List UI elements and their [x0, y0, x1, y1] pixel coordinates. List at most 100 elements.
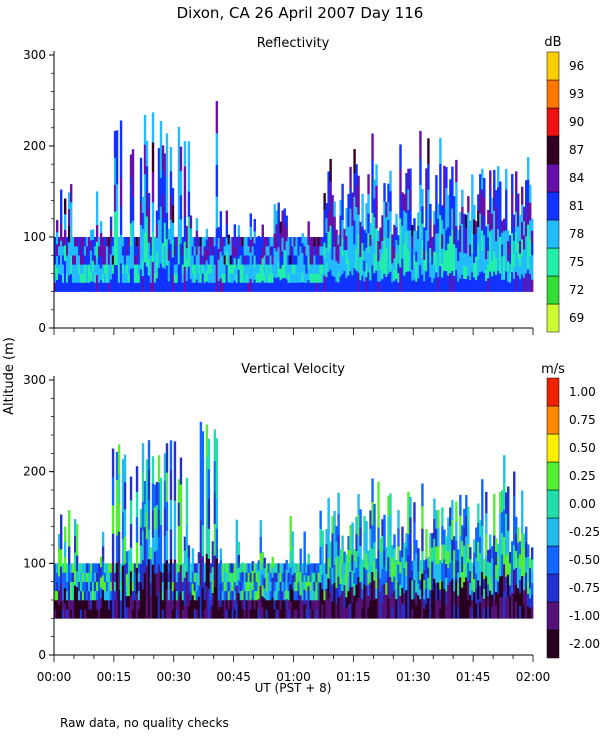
heatmap-cell: [93, 273, 97, 283]
heatmap-cell: [523, 220, 526, 236]
heatmap-cell: [157, 591, 161, 619]
heatmap-cell: [429, 561, 432, 577]
heatmap-cell: [483, 578, 486, 589]
heatmap-cell: [299, 548, 302, 561]
heatmap-cell: [497, 186, 500, 209]
heatmap-cell: [457, 606, 460, 619]
heatmap-cell: [483, 253, 486, 273]
heatmap-cell: [113, 264, 117, 292]
heatmap-cell: [405, 271, 408, 292]
heatmap-cell: [301, 581, 304, 592]
heatmap-cell: [103, 237, 107, 247]
heatmap-cell: [391, 282, 394, 292]
heatmap-cell: [419, 157, 422, 185]
colorbar-segment: [546, 601, 560, 631]
heatmap-cell: [449, 507, 452, 527]
heatmap-cell: [405, 575, 408, 591]
heatmap-cell: [345, 263, 348, 278]
heatmap-cell: [117, 237, 121, 247]
heatmap-cell: [371, 595, 374, 619]
heatmap-cell: [125, 607, 129, 619]
heatmap-cell: [331, 567, 334, 585]
heatmap-cell: [141, 260, 145, 277]
heatmap-cell: [463, 527, 466, 546]
heatmap-cell: [309, 255, 312, 265]
heatmap-cell: [477, 275, 480, 292]
heatmap-cell: [499, 199, 502, 219]
heatmap-cell: [95, 208, 99, 226]
heatmap-cell: [127, 607, 131, 619]
heatmap-cell: [155, 550, 159, 574]
heatmap-cell: [259, 601, 262, 619]
heatmap-cell: [257, 579, 260, 590]
heatmap-cell: [273, 262, 276, 278]
heatmap-cell: [513, 471, 516, 497]
heatmap-cell: [247, 572, 250, 582]
heatmap-cell: [531, 606, 534, 619]
heatmap-cell: [335, 602, 338, 619]
heatmap-cell: [507, 596, 510, 619]
heatmap-cell: [463, 508, 466, 528]
heatmap-cell: [465, 577, 468, 599]
heatmap-cell: [267, 590, 270, 601]
heatmap-cell: [221, 246, 225, 256]
heatmap-cell: [373, 522, 376, 543]
heatmap-cell: [491, 594, 494, 607]
heatmap-cell: [441, 562, 444, 582]
heatmap-cell: [233, 572, 237, 582]
heatmap-cell: [157, 482, 161, 510]
heatmap-cell: [299, 583, 302, 596]
heatmap-cell: [393, 280, 396, 292]
heatmap-cell: [461, 587, 464, 604]
heatmap-cell: [159, 177, 163, 207]
heatmap-cell: [95, 274, 99, 292]
heatmap-cell: [453, 577, 456, 592]
heatmap-cell: [179, 219, 183, 244]
heatmap-cell: [367, 607, 370, 619]
heatmap-cell: [421, 528, 424, 552]
heatmap-cell: [467, 506, 470, 526]
heatmap-cell: [447, 551, 450, 569]
heatmap-cell: [179, 170, 183, 196]
heatmap-cell: [361, 226, 364, 244]
heatmap-cell: [317, 255, 320, 265]
heatmap-cell: [135, 282, 139, 292]
heatmap-cell: [103, 581, 107, 592]
heatmap-cell: [505, 271, 508, 292]
heatmap-cell: [531, 594, 534, 607]
heatmap-cell: [341, 604, 344, 619]
heatmap-cell: [449, 254, 452, 274]
heatmap-cell: [327, 171, 330, 192]
heatmap-cell: [331, 516, 334, 534]
heatmap-cell: [161, 590, 165, 601]
heatmap-cell: [401, 275, 404, 292]
heatmap-cell: [375, 558, 378, 569]
heatmap-cell: [387, 273, 390, 292]
heatmap-cell: [459, 515, 462, 537]
heatmap-cell: [395, 579, 398, 590]
heatmap-cell: [255, 273, 258, 283]
heatmap-cell: [431, 273, 434, 283]
heatmap-cell: [437, 233, 440, 248]
heatmap-cell: [107, 609, 111, 619]
heatmap-cell: [523, 590, 526, 605]
heatmap-cell: [411, 608, 414, 619]
heatmap-cell: [511, 271, 514, 292]
heatmap-cell: [467, 196, 470, 213]
heatmap-cell: [377, 550, 380, 574]
heatmap-cell: [171, 609, 175, 619]
heatmap-cell: [371, 159, 374, 187]
heatmap-cell: [69, 237, 73, 257]
heatmap-cell: [137, 255, 141, 265]
heatmap-cell: [419, 589, 422, 600]
heatmap-cell: [431, 236, 434, 247]
heatmap-cell: [447, 259, 450, 276]
heatmap-cell: [173, 273, 177, 283]
heatmap-cell: [347, 549, 350, 564]
heatmap-cell: [481, 502, 484, 526]
heatmap-cell: [89, 271, 93, 282]
heatmap-cell: [165, 212, 169, 240]
heatmap-cell: [239, 255, 243, 265]
heatmap-cell: [279, 572, 282, 582]
heatmap-cell: [209, 563, 213, 573]
